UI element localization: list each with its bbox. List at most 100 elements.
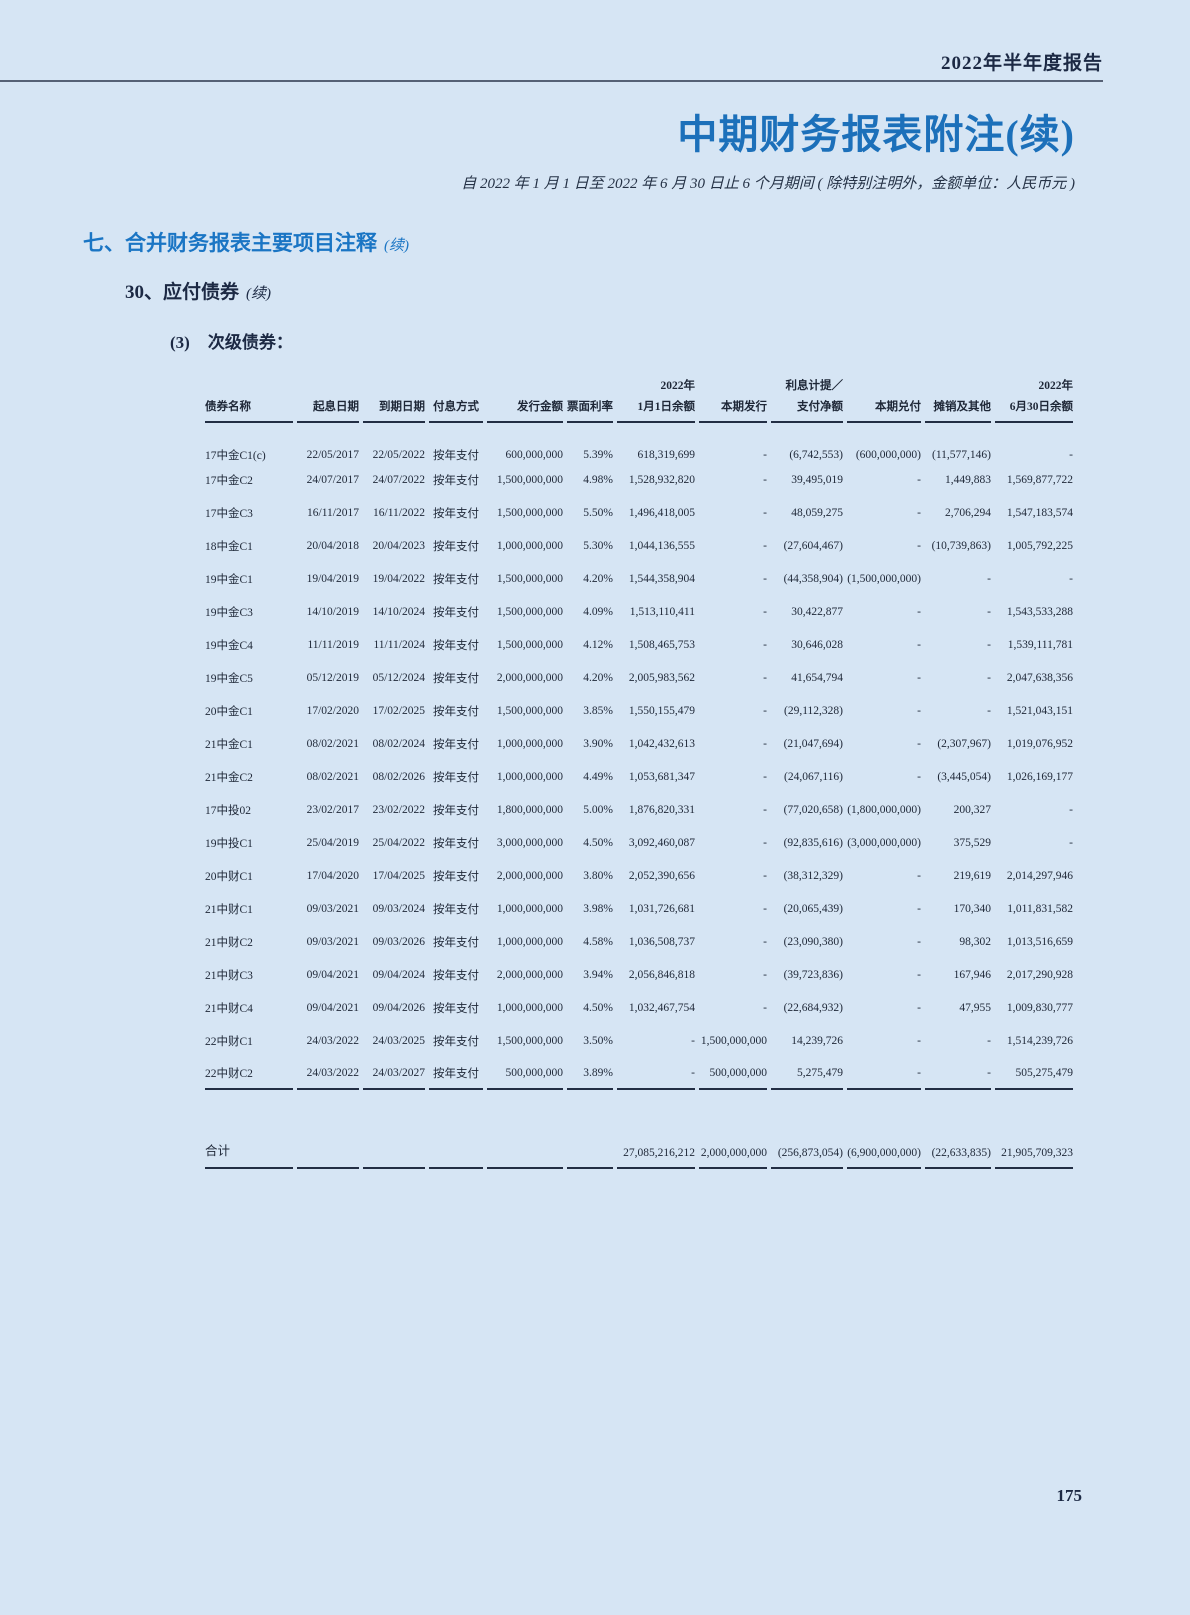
bond-cell: 21中财C1 (205, 903, 253, 916)
bond-cell: 21中财C3 (205, 969, 253, 982)
bond-cell: 1,500,000,000 (496, 605, 563, 618)
bond-cell: 08/02/2021 (306, 770, 359, 783)
column-header-payment-method: 付息方式 (429, 397, 483, 423)
bond-cell: 1,500,000,000 (496, 1034, 563, 1047)
bond-cell: (27,604,467) (783, 539, 843, 552)
bond-cell: 按年支付 (433, 804, 479, 817)
bond-cell: 20/04/2023 (372, 539, 425, 552)
bond-cell: 20/04/2018 (306, 539, 359, 552)
bond-cell: - (1069, 572, 1073, 585)
bond-cell: 3.85% (583, 704, 613, 717)
bond-cell: 20中金C1 (205, 705, 253, 718)
bond-row: 21中金C2 08/02/2021 08/02/2026 按年支付 1,000,000,… (205, 760, 1073, 793)
bond-cell: 3.98% (583, 902, 613, 915)
superheader-cell (429, 369, 483, 397)
bond-cell: 24/03/2022 (297, 1057, 359, 1090)
bond-row: 21中金C1 08/02/2021 08/02/2024 按年支付 1,000,000,… (205, 727, 1073, 760)
bond-cell: 30,646,028 (791, 638, 843, 651)
bond-cell: (22,684,932) (783, 1001, 843, 1014)
bond-cell: - (763, 737, 767, 750)
bond-cell: 按年支付 (433, 507, 479, 520)
bond-cell: 24/07/2022 (372, 473, 425, 486)
report-edition-label: 2022年半年度报告 (940, 53, 1103, 74)
bond-cell: 1,500,000,000 (496, 572, 563, 585)
bond-cell: - (763, 836, 767, 849)
superheader-cell-year-open: 2022年 (660, 380, 696, 392)
bond-cell: 17中金C1(c) (205, 450, 266, 462)
bond-cell: 09/04/2021 (306, 968, 359, 981)
bond-cell: 2,000,000,000 (496, 671, 563, 684)
section2-continued-suffix: (续) (246, 286, 272, 302)
bond-cell: 1,011,831,582 (1007, 902, 1073, 915)
bond-cell: 按年支付 (433, 771, 479, 784)
bond-cell: 1,000,000,000 (496, 737, 563, 750)
bond-cell: 24/03/2022 (306, 1034, 359, 1047)
bond-cell: - (763, 935, 767, 948)
bond-cell: 按年支付 (433, 639, 479, 652)
section3-number: (3) (170, 333, 190, 352)
bond-cell: - (763, 539, 767, 552)
column-header-coupon-rate: 票面利率 (567, 397, 613, 423)
bond-cell: - (763, 473, 767, 486)
bond-cell: 1,543,533,288 (1006, 605, 1073, 618)
bond-row: 22中财C1 24/03/2022 24/03/2025 按年支付 1,500,000,… (205, 1024, 1073, 1057)
bond-cell: - (763, 869, 767, 882)
bond-cell: 2,000,000,000 (496, 869, 563, 882)
bond-row: 17中金C3 16/11/2017 16/11/2022 按年支付 1,500,000,… (205, 496, 1073, 529)
bond-cell: 21中财C4 (205, 1002, 253, 1015)
bond-cell: - (987, 605, 991, 618)
bond-cell: - (763, 506, 767, 519)
bond-cell: - (917, 770, 921, 783)
bond-cell: - (925, 1057, 991, 1090)
bond-cell: 按年支付 (433, 450, 479, 462)
bond-cell: (77,020,658) (783, 803, 843, 816)
bond-cell: 19中金C5 (205, 672, 253, 685)
bond-cell: (23,090,380) (783, 935, 843, 948)
bond-cell: (39,723,836) (783, 968, 843, 981)
bond-cell: 1,500,000,000 (496, 704, 563, 717)
section1-label: 七、合并财务报表主要项目注释 (83, 231, 377, 255)
bond-cell: 按年支付 (433, 573, 479, 586)
column-header-start-date: 起息日期 (297, 397, 359, 423)
bond-cell: 1,550,155,479 (628, 704, 695, 717)
bond-cell: (38,312,329) (783, 869, 843, 882)
bond-cell: 4.50% (583, 836, 613, 849)
bond-cell: (3,445,054) (937, 770, 991, 783)
bond-cell: 2,000,000,000 (496, 968, 563, 981)
bond-cell: 1,547,183,574 (1006, 506, 1073, 519)
bond-cell: - (987, 1034, 991, 1047)
bond-cell: - (763, 902, 767, 915)
bond-cell: 5,275,479 (771, 1057, 843, 1090)
bond-cell: 1,500,000,000 (496, 506, 563, 519)
table-footer: 合计 27,085,216,212 2,000,000,000 (256,873… (205, 1090, 1073, 1169)
bond-cell: 1,042,432,613 (628, 737, 695, 750)
superheader-cell (487, 369, 563, 397)
bond-cell: - (617, 1057, 695, 1090)
bond-cell: 22中财C1 (205, 1035, 253, 1048)
page-title: 中期财务报表附注(续) (677, 112, 1075, 157)
bond-cell: 4.20% (583, 572, 613, 585)
subordinated-bonds-table: 2022年 利息计提／ 2022年 债券名称 起息日期 到期日期 付息方式 发行… (201, 369, 1077, 1169)
bond-cell: 1,005,792,225 (1006, 539, 1073, 552)
bond-cell: 4.98% (583, 473, 613, 486)
table-superheader-row: 2022年 利息计提／ 2022年 (205, 369, 1074, 397)
bond-cell: 23/02/2022 (372, 803, 425, 816)
bond-cell: - (847, 1057, 921, 1090)
bond-cell: - (917, 605, 921, 618)
bond-cell: 167,946 (953, 968, 991, 981)
bond-cell: 1,539,111,781 (1007, 638, 1073, 651)
bond-row: 21中财C3 09/04/2021 09/04/2024 按年支付 2,000,000,… (205, 958, 1073, 991)
total-amortization: (22,633,835) (925, 1090, 991, 1169)
bond-cell: 3.90% (583, 737, 613, 750)
bond-cell: 41,654,794 (791, 671, 843, 684)
bond-cell: 19/04/2022 (372, 572, 425, 585)
bond-cell: 48,059,275 (791, 506, 843, 519)
section1-continued-suffix: (续) (384, 238, 409, 254)
total-opening-balance: 27,085,216,212 (617, 1090, 695, 1169)
bond-row: 18中金C1 20/04/2018 20/04/2023 按年支付 1,000,000,… (205, 529, 1073, 562)
bond-cell: 24/03/2027 (363, 1057, 425, 1090)
bond-cell: 3.80% (583, 869, 613, 882)
bond-cell: 21中财C2 (205, 936, 253, 949)
bond-cell: 5.30% (583, 539, 613, 552)
